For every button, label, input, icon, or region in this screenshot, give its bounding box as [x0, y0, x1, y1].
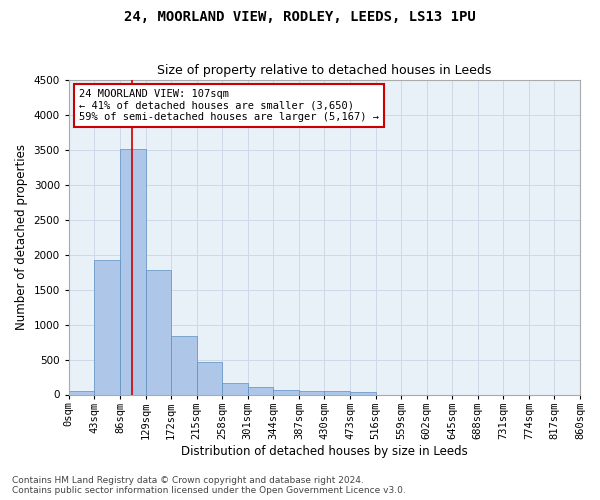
Bar [69, 391, 94, 394]
Text: 24, MOORLAND VIEW, RODLEY, LEEDS, LS13 1PU: 24, MOORLAND VIEW, RODLEY, LEEDS, LS13 1… [124, 10, 476, 24]
Text: Contains HM Land Registry data © Crown copyright and database right 2024.
Contai: Contains HM Land Registry data © Crown c… [12, 476, 406, 495]
Bar [222, 383, 248, 394]
Bar [273, 390, 299, 394]
Bar [350, 392, 376, 394]
Bar [197, 362, 222, 394]
Bar [171, 336, 197, 394]
Text: 24 MOORLAND VIEW: 107sqm
← 41% of detached houses are smaller (3,650)
59% of sem: 24 MOORLAND VIEW: 107sqm ← 41% of detach… [79, 89, 379, 122]
Bar [94, 260, 120, 394]
Title: Size of property relative to detached houses in Leeds: Size of property relative to detached ho… [157, 64, 491, 77]
Bar [299, 390, 325, 394]
Bar [248, 387, 273, 394]
Bar [120, 149, 146, 394]
X-axis label: Distribution of detached houses by size in Leeds: Distribution of detached houses by size … [181, 444, 468, 458]
Bar [325, 392, 350, 394]
Y-axis label: Number of detached properties: Number of detached properties [15, 144, 28, 330]
Bar [146, 270, 171, 394]
